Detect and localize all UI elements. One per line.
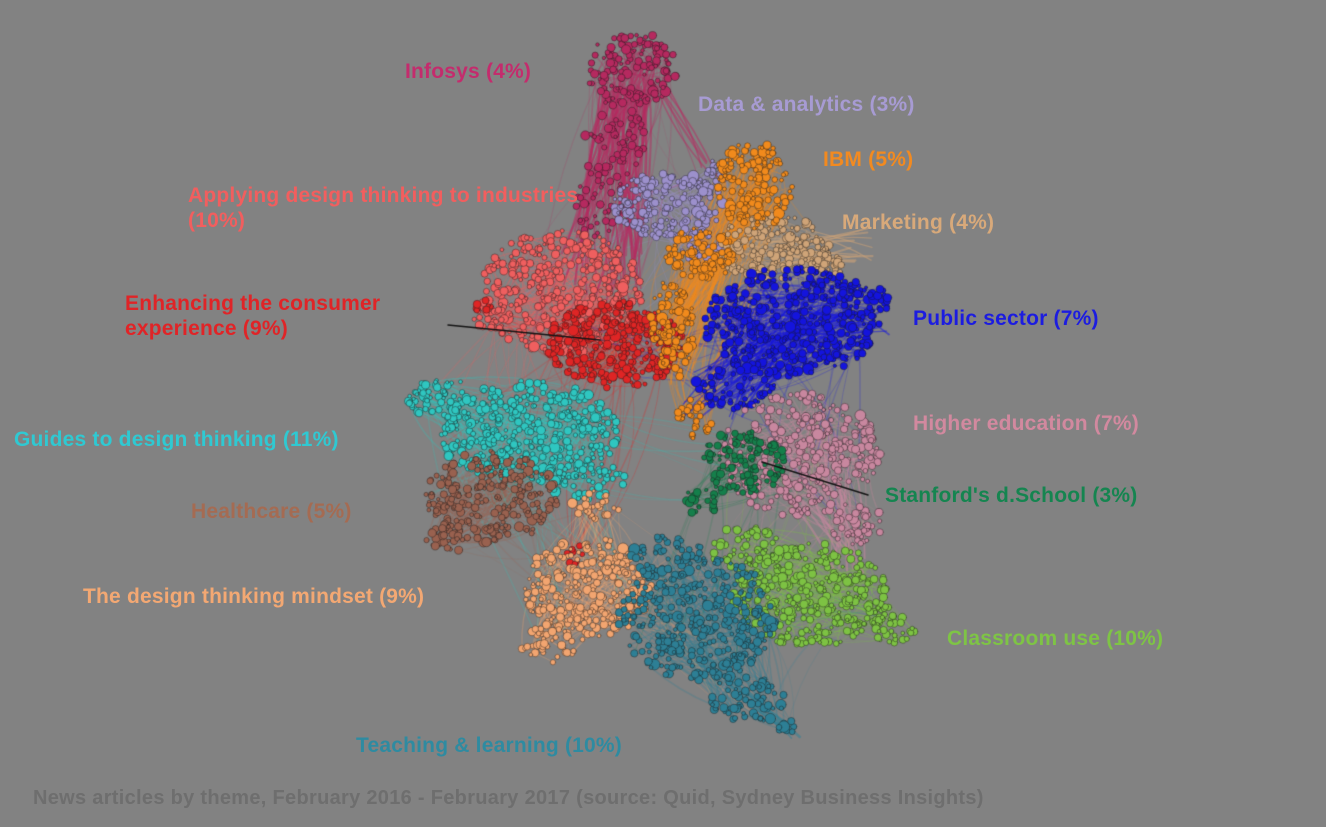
cluster-label-applying-design-thinking: Applying design thinking to industries (… (188, 184, 579, 232)
cluster-label-teaching-learning: Teaching & learning (10%) (356, 734, 622, 757)
cluster-label-infosys: Infosys (4%) (405, 60, 532, 83)
cluster-label-marketing: Marketing (4%) (842, 211, 995, 234)
cluster-label-enhancing-consumer-experience: Enhancing the consumer experience (9%) (125, 292, 381, 340)
cluster-label-data-analytics: Data & analytics (3%) (698, 93, 915, 116)
cluster-label-classroom-use: Classroom use (10%) (947, 627, 1164, 650)
chart-caption: News articles by theme, February 2016 - … (33, 787, 984, 809)
cluster-label-design-thinking-mindset: The design thinking mindset (9%) (83, 585, 425, 608)
cluster-label-guides-to-design-thinking: Guides to design thinking (11%) (14, 428, 339, 451)
cluster-label-healthcare: Healthcare (5%) (191, 500, 352, 523)
cluster-label-public-sector: Public sector (7%) (913, 307, 1099, 330)
cluster-label-higher-education: Higher education (7%) (913, 412, 1139, 435)
cluster-label-stanford-dschool: Stanford's d.School (3%) (885, 484, 1138, 507)
cluster-label-ibm: IBM (5%) (823, 148, 914, 171)
